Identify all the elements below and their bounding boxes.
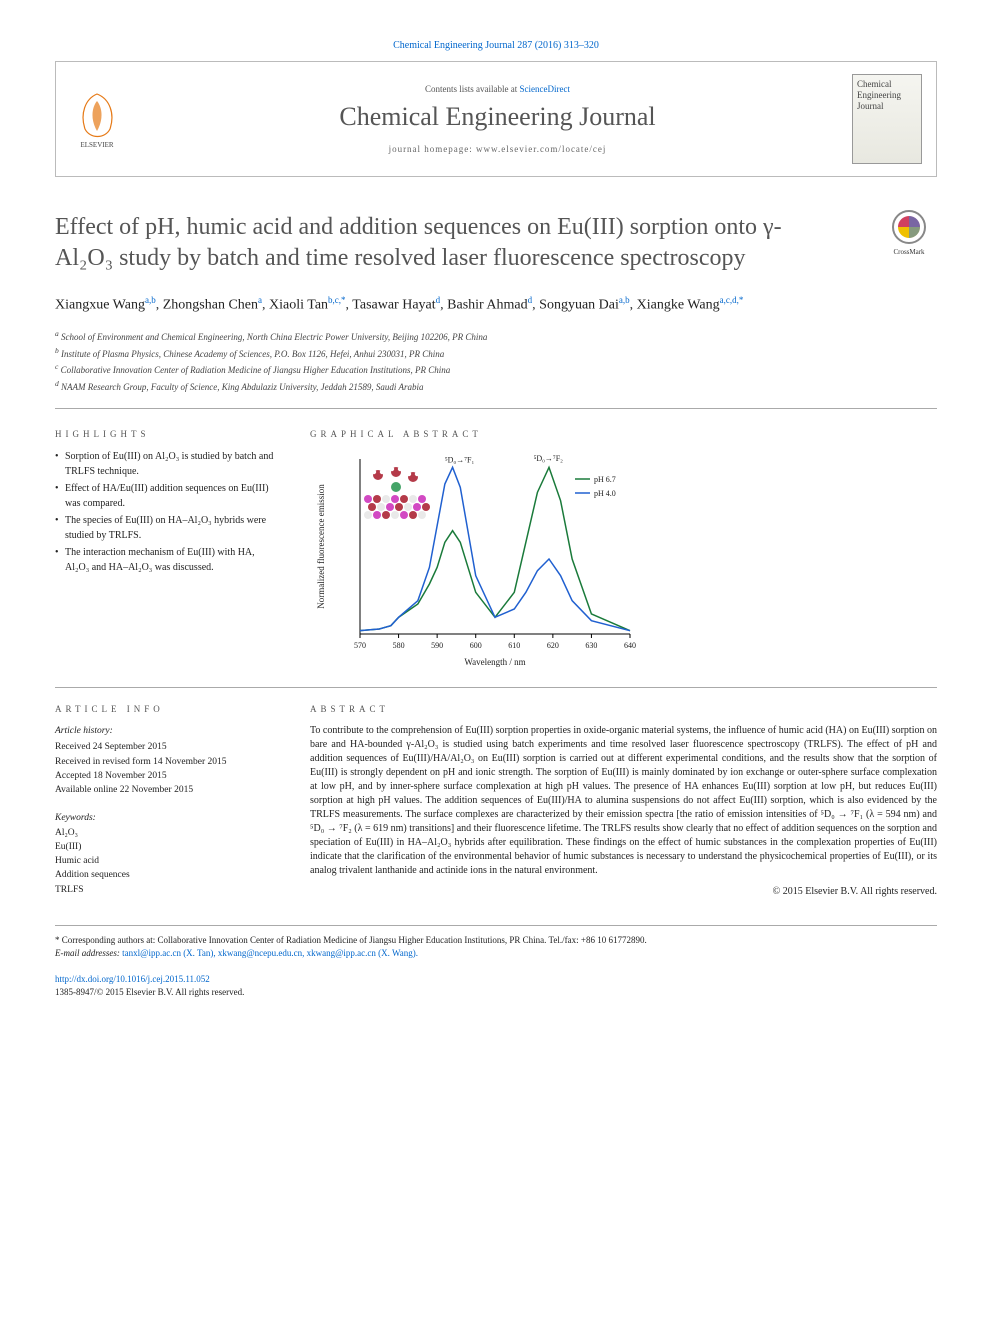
keyword: Al₂O₃ bbox=[55, 826, 280, 840]
header-box: ELSEVIER Contents lists available at Sci… bbox=[55, 61, 937, 177]
author: Tasawar Hayat bbox=[352, 298, 435, 313]
author: Bashir Ahmad bbox=[447, 298, 528, 313]
author: Xiangxue Wang bbox=[55, 298, 145, 313]
author-aff-marker: d bbox=[528, 295, 533, 305]
highlights-list: Sorption of Eu(III) on Al₂O₃ is studied … bbox=[55, 449, 280, 575]
svg-text:pH 6.7: pH 6.7 bbox=[594, 475, 616, 484]
affiliation: d NAAM Research Group, Faculty of Scienc… bbox=[55, 378, 937, 395]
svg-text:pH 4.0: pH 4.0 bbox=[594, 489, 616, 498]
abstract-label: ABSTRACT bbox=[310, 704, 937, 714]
svg-text:610: 610 bbox=[508, 641, 520, 650]
author: Xiaoli Tan bbox=[269, 298, 328, 313]
email-addresses[interactable]: tanxl@ipp.ac.cn (X. Tan), xkwang@ncepu.e… bbox=[122, 948, 418, 958]
homepage-line: journal homepage: www.elsevier.com/locat… bbox=[143, 144, 852, 154]
svg-text:580: 580 bbox=[393, 641, 405, 650]
corresponding-note: * Corresponding authors at: Collaborativ… bbox=[55, 934, 937, 947]
elsevier-logo: ELSEVIER bbox=[70, 89, 125, 149]
graphical-abstract-label: GRAPHICAL ABSTRACT bbox=[310, 429, 937, 439]
highlights-label: HIGHLIGHTS bbox=[55, 429, 280, 439]
author-aff-marker: a,b bbox=[145, 295, 156, 305]
author: Songyuan Dai bbox=[539, 298, 619, 313]
affiliation: b Institute of Plasma Physics, Chinese A… bbox=[55, 345, 937, 362]
author-aff-marker: d bbox=[436, 295, 441, 305]
svg-text:590: 590 bbox=[431, 641, 443, 650]
svg-text:Normalized fluorescence emissi: Normalized fluorescence emission bbox=[316, 484, 326, 609]
article-info-label: ARTICLE INFO bbox=[55, 704, 280, 714]
svg-text:640: 640 bbox=[624, 641, 636, 650]
received-date: Received 24 September 2015 bbox=[55, 740, 280, 754]
author-list: Xiangxue Wanga,b, Zhongshan Chena, Xiaol… bbox=[55, 294, 937, 316]
article-info: Article history: Received 24 September 2… bbox=[55, 724, 280, 797]
author-aff-marker: a,b bbox=[619, 295, 630, 305]
email-line: E-mail addresses: tanxl@ipp.ac.cn (X. Ta… bbox=[55, 947, 937, 960]
journal-name: Chemical Engineering Journal bbox=[143, 102, 852, 132]
keywords-label: Keywords: bbox=[55, 811, 280, 825]
doi-block: http://dx.doi.org/10.1016/j.cej.2015.11.… bbox=[55, 973, 937, 998]
author-aff-marker: a bbox=[258, 295, 262, 305]
issn-line: 1385-8947/© 2015 Elsevier B.V. All right… bbox=[55, 987, 244, 997]
svg-text:⁵D₀→⁷F₂: ⁵D₀→⁷F₂ bbox=[534, 454, 564, 463]
highlight-item: The species of Eu(III) on HA–Al₂O₃ hybri… bbox=[55, 513, 280, 543]
crossmark-badge[interactable]: CrossMark bbox=[882, 207, 937, 262]
keyword: Addition sequences bbox=[55, 868, 280, 882]
journal-reference: Chemical Engineering Journal 287 (2016) … bbox=[55, 40, 937, 51]
doi-link[interactable]: http://dx.doi.org/10.1016/j.cej.2015.11.… bbox=[55, 974, 210, 984]
revised-date: Received in revised form 14 November 201… bbox=[55, 755, 280, 769]
svg-text:570: 570 bbox=[354, 641, 366, 650]
affiliation: a School of Environment and Chemical Eng… bbox=[55, 328, 937, 345]
accepted-date: Accepted 18 November 2015 bbox=[55, 769, 280, 783]
footer: * Corresponding authors at: Collaborativ… bbox=[55, 925, 937, 998]
author-aff-marker: a,c,d,* bbox=[720, 295, 744, 305]
abstract-text: To contribute to the comprehension of Eu… bbox=[310, 724, 937, 878]
author-aff-marker: b,c,* bbox=[328, 295, 346, 305]
affiliation: c Collaborative Innovation Center of Rad… bbox=[55, 361, 937, 378]
svg-text:630: 630 bbox=[585, 641, 597, 650]
svg-text:CrossMark: CrossMark bbox=[893, 248, 925, 256]
highlight-item: Sorption of Eu(III) on Al₂O₃ is studied … bbox=[55, 449, 280, 479]
contents-line: Contents lists available at ScienceDirec… bbox=[143, 84, 852, 94]
keyword: Humic acid bbox=[55, 854, 280, 868]
highlight-item: The interaction mechanism of Eu(III) wit… bbox=[55, 545, 280, 575]
svg-text:⁵D₀→⁷F₁: ⁵D₀→⁷F₁ bbox=[445, 455, 475, 464]
header-center: Contents lists available at ScienceDirec… bbox=[143, 84, 852, 154]
affiliations: a School of Environment and Chemical Eng… bbox=[55, 328, 937, 409]
author: Zhongshan Chen bbox=[163, 298, 258, 313]
sciencedirect-link[interactable]: ScienceDirect bbox=[520, 84, 570, 94]
copyright-line: © 2015 Elsevier B.V. All rights reserved… bbox=[310, 886, 937, 897]
article-title: Effect of pH, humic acid and addition se… bbox=[55, 212, 835, 274]
graphical-abstract-figure: 570 580 590 600 610 620 630 640 Wavelength / nm N… bbox=[310, 449, 640, 669]
highlight-item: Effect of HA/Eu(III) addition sequences … bbox=[55, 481, 280, 511]
author: Xiangke Wang bbox=[637, 298, 720, 313]
svg-text:600: 600 bbox=[470, 641, 482, 650]
keyword: TRLFS bbox=[55, 883, 280, 897]
keywords-block: Keywords: Al₂O₃Eu(III)Humic acidAddition… bbox=[55, 811, 280, 897]
svg-text:620: 620 bbox=[547, 641, 559, 650]
online-date: Available online 22 November 2015 bbox=[55, 783, 280, 797]
svg-text:ELSEVIER: ELSEVIER bbox=[80, 141, 113, 149]
svg-text:Wavelength / nm: Wavelength / nm bbox=[464, 657, 525, 667]
keyword: Eu(III) bbox=[55, 840, 280, 854]
divider bbox=[55, 687, 937, 688]
journal-cover-thumbnail: Chemical Engineering Journal bbox=[852, 74, 922, 164]
history-label: Article history: bbox=[55, 724, 280, 738]
